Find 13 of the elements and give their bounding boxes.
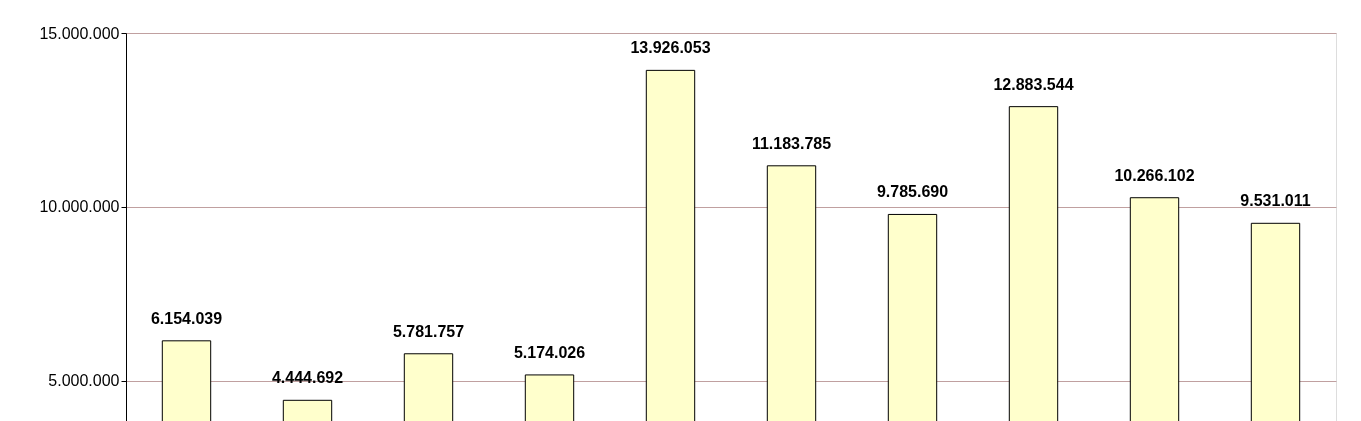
data-label: 5.781.757 (392, 322, 465, 340)
y-tick-label: 15.000.000 (39, 24, 120, 42)
data-label: 4.444.692 (271, 369, 344, 387)
data-label: 13.926.053 (630, 39, 711, 57)
data-label: 9.531.011 (1240, 192, 1311, 210)
data-label: 10.266.102 (1114, 166, 1195, 184)
y-tick-label: 5.000.000 (48, 372, 120, 390)
data-label: 12.883.544 (993, 75, 1074, 93)
data-label: 9.785.690 (876, 183, 949, 201)
data-label: 11.183.785 (751, 134, 832, 152)
data-label: 5.174.026 (513, 343, 586, 361)
y-tick-label: 10.000.000 (39, 198, 120, 216)
data-label: 6.154.039 (150, 309, 223, 327)
